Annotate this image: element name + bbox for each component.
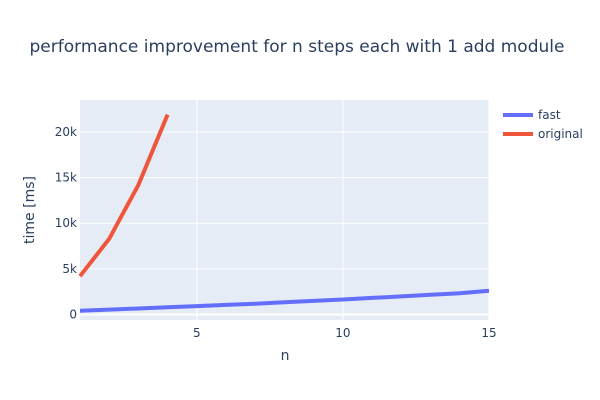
y-tick-label: 15k <box>55 171 77 185</box>
x-tick-label: 15 <box>481 326 496 340</box>
legend-label-original: original <box>538 127 583 141</box>
x-tick-label: 5 <box>193 326 201 340</box>
grid <box>80 100 490 320</box>
y-tick-label: 20k <box>55 125 77 139</box>
y-axis-title: time [ms] <box>22 176 38 244</box>
series-layer <box>78 113 490 313</box>
legend: fast original <box>503 108 583 141</box>
x-tick-label: 10 <box>335 326 350 340</box>
chart-title: performance improvement for n steps each… <box>30 37 565 57</box>
plot-area <box>80 100 489 320</box>
x-axis-title: n <box>281 348 290 364</box>
series-line-original <box>78 113 170 278</box>
legend-label-fast: fast <box>538 108 561 122</box>
y-tick-label: 0 <box>69 308 77 322</box>
y-tick-label: 10k <box>55 216 77 230</box>
series-line-fast <box>79 288 490 313</box>
y-tick-label: 5k <box>62 262 77 276</box>
tick-labels: 0 5k 10k 15k 20k 5 10 15 <box>55 125 497 340</box>
